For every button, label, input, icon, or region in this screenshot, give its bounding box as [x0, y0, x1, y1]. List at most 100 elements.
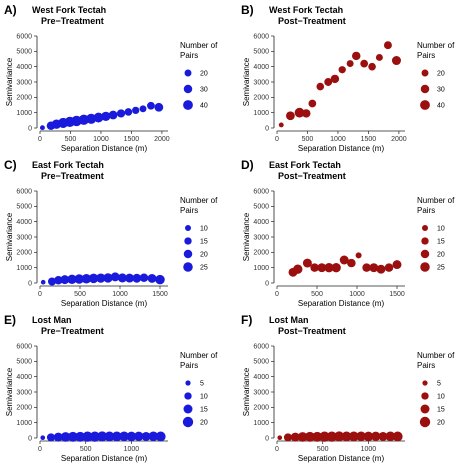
legend-swatch — [421, 237, 429, 245]
x-tick-label: 500 — [302, 136, 314, 143]
legend-label: 5 — [200, 381, 204, 388]
legend-title: Number of — [180, 351, 218, 360]
x-tick-label: 1500 — [361, 136, 377, 143]
data-point — [124, 108, 133, 116]
legend-title: Number of — [417, 196, 455, 205]
data-point — [74, 274, 84, 284]
legend-swatch — [420, 84, 430, 94]
panel-d: D) East Fork TectahPost−Treatment01000200… — [241, 158, 455, 308]
panel-subtitle: Pre−Treatment — [41, 171, 104, 181]
data-point — [75, 431, 86, 442]
legend-swatch — [182, 416, 194, 428]
data-point — [326, 431, 337, 442]
x-tick-label: 1500 — [389, 291, 405, 298]
legend-label: 10 — [200, 394, 208, 401]
data-point — [378, 431, 388, 441]
legend-label: 10 — [200, 226, 208, 233]
legend-title: Number of — [180, 196, 218, 205]
data-point — [362, 263, 371, 272]
data-point — [356, 431, 366, 442]
x-tick-label: 1000 — [330, 136, 346, 143]
y-axis-title: Semivariance — [5, 57, 14, 106]
y-tick-label: 2000 — [16, 250, 32, 257]
data-point — [339, 255, 349, 265]
legend-title: Pairs — [180, 206, 198, 215]
data-point — [116, 109, 126, 118]
y-tick-label: 2000 — [16, 405, 32, 412]
data-point — [304, 431, 315, 442]
panel-title: East Fork Tectah — [269, 160, 341, 170]
data-point — [376, 264, 386, 274]
data-point — [147, 273, 157, 283]
data-point — [331, 263, 341, 273]
data-point — [141, 431, 151, 441]
y-tick-label: 1000 — [253, 110, 269, 117]
legend-label: 15 — [437, 239, 445, 246]
legend-label: 20 — [437, 71, 445, 78]
x-axis-title: Separation Distance (m) — [298, 454, 385, 463]
data-point — [278, 122, 284, 128]
y-tick-label: 6000 — [16, 33, 32, 40]
y-tick-label: 2000 — [16, 95, 32, 102]
legend-title: Number of — [417, 41, 455, 50]
legend-swatch — [420, 100, 430, 110]
y-tick-label: 1000 — [16, 420, 32, 427]
y-tick-label: 2000 — [253, 250, 269, 257]
y-tick-label: 0 — [265, 125, 269, 132]
x-tick-label: 1000 — [112, 291, 128, 298]
x-tick-label: 1000 — [93, 136, 109, 143]
y-axis-title: Semivariance — [5, 212, 14, 261]
legend-title: Pairs — [417, 51, 435, 60]
data-point — [39, 125, 45, 131]
x-tick-label: 500 — [311, 291, 323, 298]
data-point — [324, 78, 333, 86]
data-point — [111, 431, 122, 442]
x-axis-title: Separation Distance (m) — [298, 299, 385, 308]
data-point — [54, 275, 63, 285]
legend-swatch — [184, 69, 192, 77]
x-axis-title: Separation Distance (m) — [61, 299, 148, 308]
y-tick-label: 6000 — [16, 188, 32, 195]
x-axis-title: Separation Distance (m) — [298, 144, 385, 153]
data-point — [368, 62, 376, 71]
panel-letter: F) — [241, 313, 252, 327]
y-tick-label: 1000 — [16, 110, 32, 117]
data-point — [134, 431, 144, 441]
legend-label: 25 — [437, 265, 445, 272]
data-point — [125, 273, 135, 283]
panel-subtitle: Post−Treatment — [278, 326, 346, 336]
y-axis-title: Semivariance — [242, 57, 251, 106]
data-point — [308, 99, 317, 108]
data-point — [341, 431, 352, 442]
y-tick-label: 4000 — [253, 374, 269, 381]
data-point — [355, 252, 362, 259]
legend-swatch — [420, 404, 430, 414]
data-point — [67, 431, 78, 442]
legend-label: 40 — [437, 103, 445, 110]
data-point — [290, 432, 300, 442]
y-tick-label: 6000 — [16, 343, 32, 350]
data-point — [97, 431, 108, 442]
data-point — [46, 433, 55, 442]
legend-swatch — [420, 262, 430, 272]
data-point — [286, 111, 295, 121]
legend-label: 20 — [437, 252, 445, 259]
panel-title: West Fork Tectah — [32, 5, 106, 15]
y-axis-title: Semivariance — [5, 367, 14, 416]
x-tick-label: 0 — [38, 291, 42, 298]
data-point — [346, 60, 354, 68]
y-tick-label: 5000 — [253, 204, 269, 211]
legend-swatch — [421, 224, 429, 232]
data-point — [155, 431, 166, 442]
data-point — [139, 273, 149, 283]
data-point — [93, 112, 104, 123]
data-point — [154, 102, 164, 112]
y-tick-label: 5000 — [16, 204, 32, 211]
data-point — [371, 431, 381, 441]
y-tick-label: 5000 — [16, 359, 32, 366]
legend-swatch — [183, 100, 193, 110]
y-tick-label: 3000 — [16, 389, 32, 396]
data-point — [348, 431, 359, 442]
